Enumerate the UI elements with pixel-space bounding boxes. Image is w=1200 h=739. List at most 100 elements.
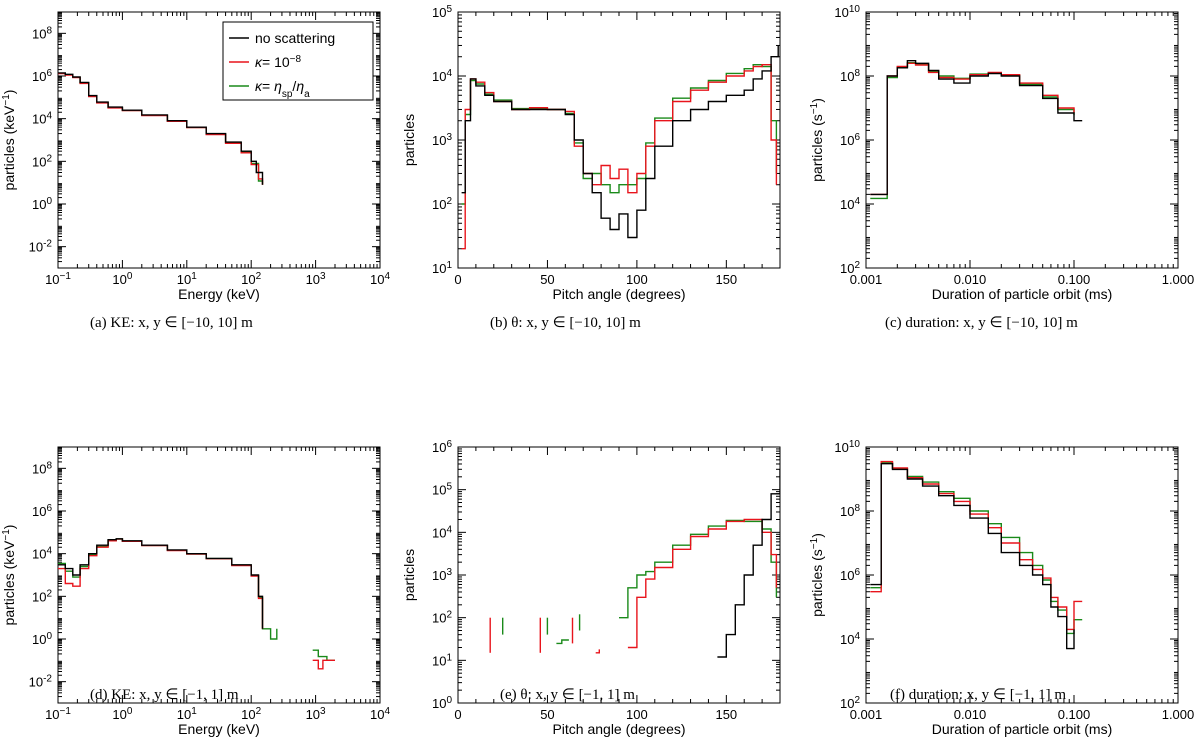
x-tick-label: 1.000 (1162, 272, 1195, 287)
series-no_scattering (58, 72, 264, 185)
y-tick-label: 10-2 (29, 673, 53, 690)
x-tick-label: 101 (177, 706, 197, 723)
y-tick-label: 1010 (834, 4, 860, 21)
series-kappa_eta (870, 62, 1075, 200)
x-axis-title: Duration of particle orbit (ms) (932, 286, 1113, 302)
series-no_scattering (461, 45, 779, 239)
plot-frame (57, 11, 381, 269)
y-tick-label: 101 (432, 260, 452, 277)
caption-f: (f) duration: x, y ∈ [−1, 1] m (890, 687, 1067, 703)
x-tick-label: 102 (241, 271, 261, 288)
legend-box (222, 21, 374, 101)
series-no_scattering (870, 463, 1075, 650)
y-tick-label: 101 (432, 652, 452, 669)
y-tick-label: 105 (432, 481, 452, 498)
series-kappa_eta (461, 64, 778, 205)
y-axis-title: particles (keV−1) (1, 90, 18, 191)
series-line-no_scattering (717, 469, 780, 658)
caption-e: (e) θ: x, y ∈ [−1, 1] m (500, 687, 635, 703)
x-tick-label: 0.010 (954, 707, 987, 722)
x-tick-label: 100 (112, 271, 132, 288)
series-segment-kappa_eta (556, 639, 569, 645)
x-tick-label: 0.010 (954, 272, 987, 287)
x-axis-title: Energy (keV) (178, 721, 260, 737)
x-tick-label: 104 (370, 706, 390, 723)
series-line-no_scattering (58, 72, 264, 185)
y-tick-label: 100 (432, 695, 452, 712)
x-tick-label: 103 (306, 271, 326, 288)
caption-a: (a) KE: x, y ∈ [−10, 10] m (90, 315, 253, 331)
plot-frame (57, 446, 381, 704)
series-line-kappa_eta (461, 64, 778, 205)
series-kappa_small (58, 538, 335, 670)
x-tick-label: 103 (306, 706, 326, 723)
plot-frame (865, 446, 1179, 704)
series-line-no_scattering (461, 45, 779, 239)
x-tick-label: 150 (715, 272, 737, 287)
series-kappa_eta (58, 538, 335, 661)
plot-frame (457, 446, 781, 704)
legend: no scattering κ= 10−8 κ= ηsp/ηa (222, 21, 374, 101)
series-line-kappa_eta (870, 462, 1083, 635)
x-tick-label: 50 (540, 707, 554, 722)
x-tick-label: 102 (241, 706, 261, 723)
y-axis-title: particles (401, 114, 417, 166)
series-segment-kappa_small (312, 659, 335, 670)
panel-b-svg: 0 50 100 150 101 102 103 104 105 Pitch angle (deg… (401, 4, 781, 302)
series-kappa_small (489, 518, 778, 654)
x-axis-title: Energy (keV) (178, 286, 260, 302)
y-tick-label: 102 (32, 588, 52, 605)
x-tick-label: 100 (626, 272, 648, 287)
y-axis-title: particles (s−1) (809, 98, 826, 182)
y-tick-label: 106 (840, 132, 860, 149)
figure: 10−1 100 101 102 103 104 10-2 100 102 104 106 108 En… (1, 4, 1195, 738)
x-tick-label: 50 (540, 272, 554, 287)
legend-label-kappa_small: κ= 10−8 (255, 54, 301, 71)
legend-label-kappa_eta: κ= ηsp/ηa (255, 78, 310, 100)
plot-frame (865, 11, 1179, 269)
panel-c-svg: 0.001 0.010 0.100 1.000 102 104 106 108 1010 Dura… (809, 4, 1195, 303)
y-tick-label: 100 (32, 196, 52, 213)
series-line-no_scattering (58, 538, 264, 629)
y-tick-label: 104 (432, 68, 452, 85)
y-tick-label: 102 (32, 153, 52, 170)
series-line-no_scattering (870, 463, 1075, 650)
x-tick-label: 10−1 (45, 706, 71, 723)
x-tick-label: 0.100 (1058, 707, 1091, 722)
panel-a-svg: 10−1 100 101 102 103 104 10-2 100 102 104 106 108 En… (1, 11, 390, 302)
y-tick-label: 102 (840, 695, 860, 712)
y-tick-label: 102 (840, 260, 860, 277)
y-tick-label: 10-2 (29, 238, 53, 255)
y-tick-label: 106 (32, 68, 52, 85)
x-axis-title: Duration of particle orbit (ms) (932, 721, 1113, 737)
series-segment-kappa_eta (312, 649, 335, 661)
y-tick-label: 103 (432, 132, 452, 149)
series-line-kappa_small (870, 62, 1075, 196)
series-segment-kappa_small (595, 649, 600, 654)
y-tick-label: 104 (32, 545, 52, 562)
x-axis-title: Pitch angle (degrees) (552, 721, 685, 737)
y-tick-label: 108 (840, 503, 860, 520)
y-axis-title: particles (401, 549, 417, 601)
y-tick-label: 104 (840, 196, 860, 213)
y-tick-label: 106 (432, 439, 452, 456)
x-tick-label: 0.001 (850, 707, 883, 722)
series-no_scattering (870, 60, 1083, 196)
y-tick-label: 108 (840, 68, 860, 85)
y-tick-label: 102 (432, 609, 452, 626)
x-tick-label: 101 (177, 271, 197, 288)
series-no_scattering (717, 469, 780, 658)
caption-d: (d) KE: x, y ∈ [−1, 1] m (90, 687, 239, 703)
series-kappa_eta (870, 462, 1083, 635)
y-tick-label: 102 (432, 196, 452, 213)
y-tick-label: 104 (32, 110, 52, 127)
legend-label-no_scattering: no scattering (255, 30, 335, 46)
series-line-kappa_small (58, 538, 264, 629)
x-tick-label: 100 (626, 707, 648, 722)
x-tick-label: 0 (454, 707, 461, 722)
x-tick-label: 0 (454, 272, 461, 287)
series-line-kappa_small (627, 518, 778, 649)
x-tick-label: 0.001 (850, 272, 883, 287)
series-line-no_scattering (870, 60, 1083, 196)
y-tick-label: 108 (32, 25, 52, 42)
